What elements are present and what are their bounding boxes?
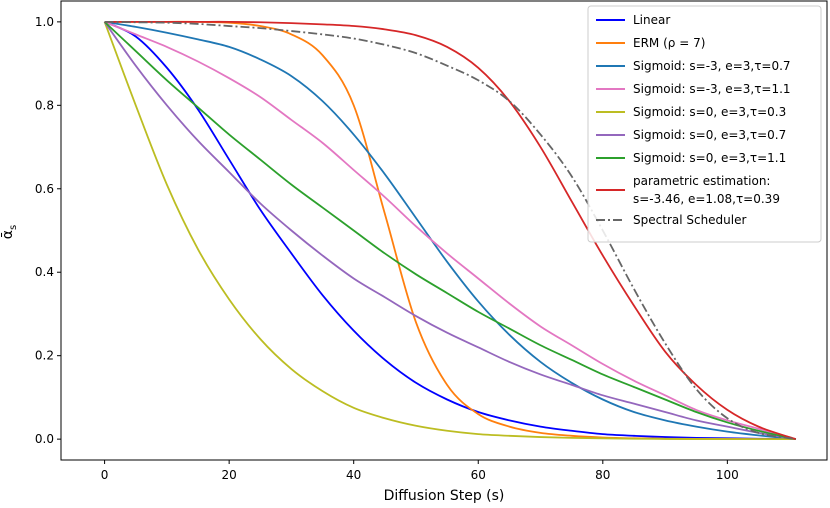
series-layer: [103, 20, 797, 441]
series-line: [104, 20, 797, 440]
y-tick-label: 0.2: [35, 349, 54, 363]
y-axis-label-main: ᾱ: [0, 230, 16, 239]
plot-frame: [60, 0, 828, 461]
series-line: [104, 21, 797, 441]
y-axis-label-sub: s: [8, 225, 19, 230]
y-tick-label: 1.0: [35, 15, 54, 29]
series-line: [104, 20, 797, 441]
series-line: [104, 20, 796, 441]
legend-label: Sigmoid: s=-3, e=3,τ=0.7: [633, 59, 791, 73]
y-tick-label: 0.6: [35, 182, 54, 196]
y-tick-label: 0.0: [35, 432, 54, 446]
legend-box: [587, 5, 822, 243]
series-line: [104, 21, 796, 441]
legend-label-line2: s=-3.46, e=1.08,τ=0.39: [633, 192, 780, 206]
x-axis: 0 20 40 60 80 100: [101, 460, 739, 482]
x-axis-label: Diffusion Step (s): [384, 488, 505, 504]
x-tick-label: 100: [716, 468, 739, 482]
y-tick-label: 0.4: [35, 265, 54, 279]
y-tick-label: 0.8: [35, 98, 54, 112]
legend-label: ERM (ρ = 7): [633, 36, 705, 50]
legend-label: Sigmoid: s=0, e=3,τ=0.3: [633, 105, 786, 119]
x-tick-label: 80: [595, 468, 610, 482]
legend-label: Sigmoid: s=-3, e=3,τ=1.1: [633, 82, 791, 96]
legend-label: Sigmoid: s=0, e=3,τ=0.7: [633, 128, 786, 142]
series-line: [103, 21, 797, 441]
y-axis: 0.0 0.2 0.4 0.6 0.8 1.0: [35, 15, 61, 446]
legend-label: parametric estimation:: [633, 174, 770, 188]
series-line: [103, 21, 796, 441]
x-tick-label: 20: [222, 468, 237, 482]
x-tick-label: 40: [346, 468, 361, 482]
legend-label: Sigmoid: s=0, e=3,τ=1.1: [633, 151, 786, 165]
legend: Linear ERM (ρ = 7) Sigmoid: s=-3, e=3,τ=0.…: [587, 5, 822, 243]
x-tick-label: 60: [471, 468, 486, 482]
series-line: [103, 21, 797, 441]
x-tick-label: 0: [101, 468, 109, 482]
y-axis-label: ᾱs: [0, 225, 19, 239]
legend-label: Linear: [633, 13, 670, 27]
legend-label: Spectral Scheduler: [633, 213, 746, 227]
